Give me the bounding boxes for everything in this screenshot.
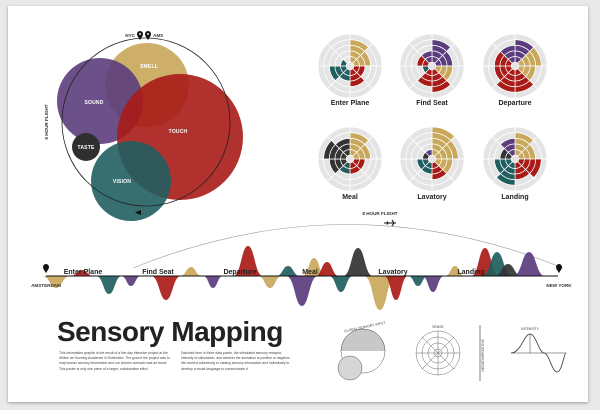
timeline-wave — [422, 276, 444, 292]
radial-grid: Enter Plane Find Seat Departure Meal Lav… — [317, 33, 548, 201]
plane-icon — [135, 210, 141, 215]
timeline-wave — [42, 276, 70, 288]
timeline-wave — [445, 266, 465, 276]
timeline-wave — [70, 270, 94, 276]
legend-negative-label: NEGATIVE — [481, 354, 485, 372]
location-pin-icon — [145, 31, 151, 41]
timeline-flight-label: 8 HOUR FLIGHT — [362, 211, 397, 216]
timeline-wave — [233, 246, 263, 276]
timeline-wave — [180, 267, 202, 276]
timeline-wave — [151, 276, 181, 300]
radial-segment — [408, 33, 433, 48]
timeline-wave — [315, 262, 339, 276]
timeline-stage-label: Enter Plane — [64, 269, 103, 276]
location-pin-icon — [43, 264, 49, 274]
radial-segment — [491, 33, 516, 48]
legend-global-input: GLOBAL SENSORY INPUT — [337, 321, 386, 381]
legend: GLOBAL SENSORY INPUT SENSE INTENSITY POS… — [337, 321, 567, 381]
timeline-stage-label: Landing — [457, 269, 484, 276]
description-paragraph: Depicted here in three data points, the … — [181, 351, 291, 371]
timeline-wave — [276, 266, 300, 276]
timeline-wave — [343, 248, 373, 276]
legend-sense-label: SENSE — [432, 325, 444, 329]
timeline-wave — [494, 264, 522, 276]
radial-wheel — [317, 126, 383, 192]
poster-graphic: SMELL SOUND TOUCH TASTE VISION 8 HOUR FL… — [31, 31, 572, 381]
timeline-stage-label: Find Seat — [142, 269, 174, 276]
venn-diagram: SMELL SOUND TOUCH TASTE VISION 8 HOUR FL… — [44, 31, 243, 221]
radial-segment — [326, 33, 351, 48]
flight-orbit — [61, 37, 231, 207]
venn-destination-label: AMS — [153, 33, 163, 38]
timeline: 8 HOUR FLIGHT AMSTERDAM NEW YORK Enter P… — [31, 211, 572, 310]
timeline-origin: AMSTERDAM — [31, 283, 61, 288]
venn-label-sound: SOUND — [84, 100, 103, 106]
radial-wheel — [482, 126, 548, 192]
timeline-stage-label: Departure — [223, 269, 256, 276]
vision-circle — [91, 141, 171, 221]
legend-sense: SENSE — [415, 325, 461, 376]
venn-label-smell: SMELL — [140, 64, 158, 70]
radial-segment — [408, 126, 433, 141]
plane-icon — [384, 219, 396, 227]
radial-segment — [491, 126, 516, 141]
legend-intensity-label: INTENSITY — [521, 327, 539, 331]
poster-title: Sensory Mapping — [57, 316, 283, 347]
radial-label-lavatory: Lavatory — [417, 194, 446, 201]
timeline-wave — [258, 276, 282, 288]
location-pin-icon — [556, 264, 562, 274]
radial-segment — [326, 126, 351, 141]
radial-label-meal: Meal — [342, 194, 358, 201]
radial-wheel — [399, 33, 465, 99]
radial-label-find-seat: Find Seat — [416, 100, 448, 107]
radial-label-departure: Departure — [498, 100, 531, 107]
timeline-wave — [408, 276, 428, 286]
venn-flight-label: 8 HOUR FLIGHT — [44, 104, 49, 139]
timeline-wave — [286, 276, 318, 306]
timeline-wave — [121, 276, 141, 286]
timeline-wave — [329, 276, 353, 292]
radial-label-landing: Landing — [501, 194, 528, 201]
timeline-destination: NEW YORK — [546, 283, 572, 288]
radial-wheel — [399, 126, 465, 192]
venn-label-vision: VISION — [113, 179, 131, 185]
timeline-wave — [513, 252, 545, 276]
timeline-wave — [96, 276, 122, 294]
legend-positive-label: POSITIVE — [481, 338, 485, 354]
description-paragraph: This information graphic is the result o… — [59, 351, 170, 371]
timeline-wave — [203, 276, 223, 288]
taste-circle — [72, 133, 100, 161]
flight-arc — [132, 224, 564, 269]
timeline-wave — [364, 276, 396, 310]
poster: SMELL SOUND TOUCH TASTE VISION 8 HOUR FL… — [8, 6, 588, 402]
venn-origin-label: NYC — [125, 33, 135, 38]
venn-label-taste: TASTE — [77, 145, 94, 151]
venn-label-touch: TOUCH — [169, 129, 188, 135]
radial-wheel — [317, 33, 383, 99]
radial-label-enter-plane: Enter Plane — [331, 100, 370, 107]
timeline-stage-label: Lavatory — [378, 269, 407, 276]
legend-intensity: INTENSITY POSITIVE NEGATIVE — [479, 325, 567, 381]
timeline-wave — [384, 276, 408, 300]
timeline-wave — [302, 258, 326, 276]
timeline-stage-label: Meal — [302, 269, 318, 276]
location-pin-icon — [137, 31, 143, 41]
radial-wheel — [482, 33, 548, 99]
